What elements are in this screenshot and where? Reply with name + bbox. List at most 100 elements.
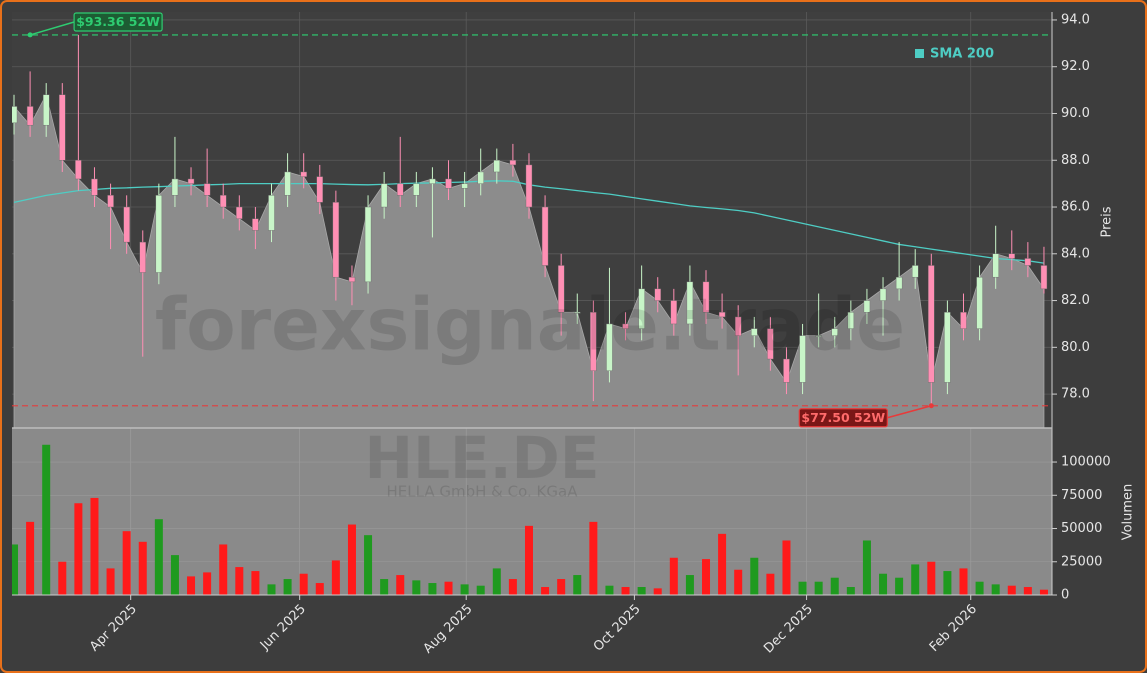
candle-body [139, 241, 146, 273]
candle-body [895, 276, 903, 290]
volume-bar [895, 577, 904, 595]
volume-bar [508, 579, 517, 595]
volume-bar [492, 568, 501, 595]
volume-bar [476, 585, 485, 595]
candle-body [1040, 265, 1048, 290]
y-tick-label: 82.0 [1061, 293, 1090, 308]
candle-body [976, 276, 983, 329]
candle-body [654, 288, 661, 301]
candle-body [509, 160, 517, 166]
volume-bar [637, 587, 646, 595]
volume-tick-label: 25000 [1061, 554, 1102, 569]
volume-bar [862, 540, 871, 595]
candle-body [107, 195, 114, 208]
volume-bar [573, 575, 582, 595]
candle-body [702, 281, 710, 313]
company-watermark: HELLA GmbH & Co. KGaA [387, 483, 579, 501]
candle-body [171, 178, 179, 196]
arrow-head [928, 403, 934, 409]
candle-body [252, 218, 259, 231]
volume-layer [12, 444, 1048, 595]
volume-axis-label: Volumen [1121, 484, 1136, 541]
volume-tick-label: 75000 [1061, 488, 1102, 503]
price-layer [12, 34, 1048, 428]
candle-body [1008, 253, 1015, 259]
candle-body [847, 312, 855, 329]
volume-bar [444, 581, 453, 595]
volume-bar [90, 497, 99, 595]
volume-bar [267, 584, 276, 595]
candle-body [26, 106, 34, 126]
volume-bar [122, 531, 131, 595]
volume-bar [283, 579, 292, 595]
candle-body [42, 94, 50, 126]
volume-bar [975, 581, 984, 595]
candle-body [622, 323, 629, 329]
volume-bar [187, 576, 196, 595]
y-tick-label: 88.0 [1061, 153, 1090, 168]
candle-body [799, 335, 806, 383]
candle-body [380, 183, 388, 208]
candle-body [574, 312, 581, 314]
volume-bar [702, 559, 711, 595]
volume-tick-label: 0 [1061, 588, 1069, 603]
volume-bar [170, 555, 179, 595]
candle-body [557, 265, 565, 313]
candle-body [300, 171, 307, 177]
volume-tick-label: 50000 [1061, 521, 1102, 536]
candle-body [429, 178, 436, 184]
volume-bar [991, 584, 1000, 595]
candle-body [606, 323, 613, 371]
candle-body [1024, 258, 1032, 266]
candle-body [686, 281, 694, 325]
volume-bar [380, 579, 389, 595]
y-tick-label: 78.0 [1061, 387, 1090, 402]
volume-bar [830, 577, 839, 595]
volume-bar [782, 540, 791, 595]
volume-bar [235, 567, 244, 595]
candle-body [397, 183, 404, 196]
candle-body [734, 316, 742, 336]
volume-bar [927, 561, 936, 595]
volume-bar [846, 587, 855, 595]
candle-body [203, 183, 211, 196]
candle-body [928, 265, 935, 383]
volume-bar [718, 533, 727, 595]
y-axis-label: Preis [1100, 206, 1115, 237]
volume-bar [396, 575, 405, 595]
volume-bar [653, 588, 662, 595]
volume-bar [412, 580, 421, 595]
volume-bar [685, 575, 694, 595]
candle-body [638, 288, 645, 329]
volume-bar [524, 525, 533, 595]
candle-body [718, 312, 726, 318]
candle-body [155, 195, 163, 273]
volume-bar [557, 579, 566, 595]
y-tick-label: 80.0 [1061, 340, 1090, 355]
volume-bar [460, 584, 469, 595]
candle-body [831, 328, 838, 336]
candle-body [284, 171, 291, 196]
ticker-watermark: HLE.DE [365, 424, 600, 492]
candle-body [461, 183, 468, 189]
volume-bar [1007, 585, 1016, 595]
volume-tick-label: 100000 [1061, 455, 1111, 470]
volume-bar [541, 587, 550, 595]
y-tick-label: 86.0 [1061, 200, 1090, 215]
volume-bar [959, 568, 968, 595]
volume-bar [428, 583, 437, 595]
volume-bar [589, 521, 598, 595]
volume-bar [1039, 589, 1048, 595]
volume-bar [605, 585, 614, 595]
volume-bar [12, 544, 19, 595]
candle-body [992, 253, 999, 278]
candle-body [268, 195, 275, 231]
legend-label: SMA 200 [930, 47, 994, 62]
volume-bar [734, 569, 743, 595]
y-tick-label: 90.0 [1061, 106, 1090, 121]
legend-swatch [915, 49, 924, 58]
volume-bar [219, 544, 228, 595]
volume-bar [154, 519, 163, 595]
